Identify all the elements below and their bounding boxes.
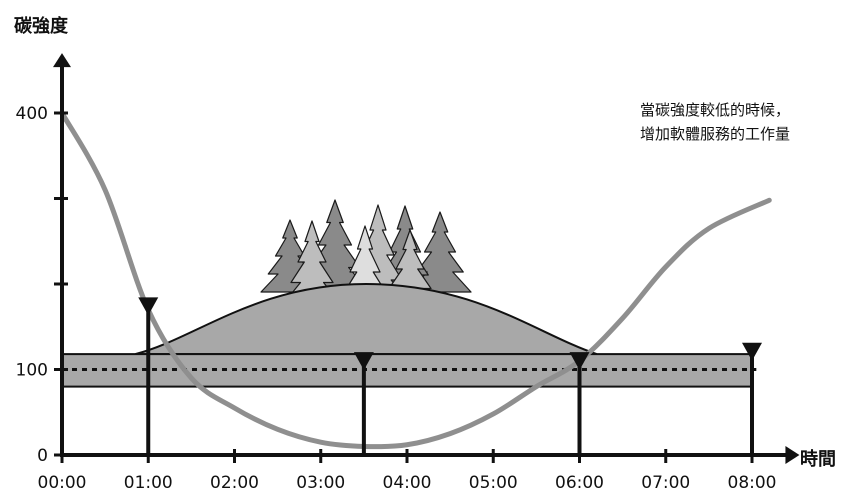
- marker-triangle-icon: [742, 342, 762, 361]
- x-tick-label: 08:00: [728, 473, 777, 492]
- series-layer: [59, 110, 772, 450]
- x-axis-arrow-icon: [785, 446, 800, 464]
- marker-triangle-icon: [138, 297, 159, 316]
- band-layer: [61, 353, 757, 388]
- tick-labels-layer: 00:00 01:00 02:00 03:00 04:00 05:00 06:00 07:00…: [16, 104, 777, 492]
- y-tick-label: 100: [16, 361, 48, 381]
- marker-triangle-icon: [569, 352, 590, 371]
- x-tick-label: 03:00: [296, 473, 345, 492]
- work-dome: [135, 282, 598, 356]
- x-tick-label: 00:00: [38, 473, 87, 492]
- x-tick-label: 05:00: [469, 473, 518, 492]
- x-tick-label: 04:00: [383, 473, 432, 492]
- x-tick-label: 06:00: [555, 473, 604, 492]
- marker-triangle-icon: [353, 352, 374, 371]
- annotation-line-1: 當碳強度較低的時候，: [640, 101, 790, 119]
- axes-layer: [53, 53, 800, 464]
- y-axis-arrow-icon: [53, 53, 71, 68]
- work-dome-layer: [135, 282, 598, 356]
- x-tick-label: 07:00: [641, 473, 690, 492]
- markers-layer: [138, 297, 762, 455]
- annotation-line-2: 增加軟體服務的工作量: [640, 125, 790, 143]
- y-tick-label: 0: [37, 446, 48, 466]
- y-axis-title: 碳強度: [14, 15, 69, 37]
- x-tick-label: 02:00: [210, 473, 259, 492]
- x-axis-title: 時間: [800, 449, 836, 470]
- y-tick-label: 400: [16, 104, 48, 124]
- series-line: [59, 110, 772, 450]
- x-tick-label: 01:00: [124, 473, 173, 492]
